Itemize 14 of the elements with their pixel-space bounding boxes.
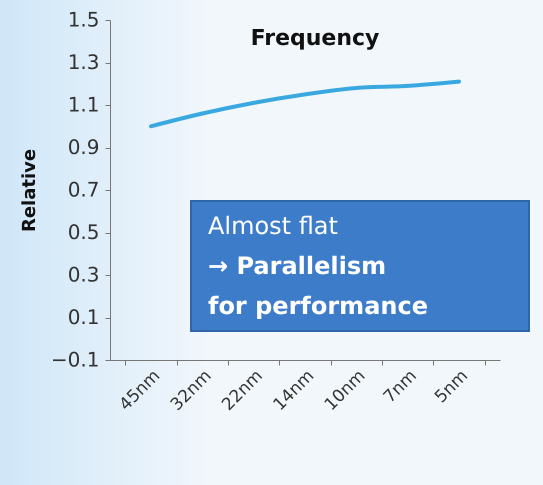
y-tick-label: 0.1 — [68, 305, 100, 329]
y-tick-label: 0.9 — [68, 135, 100, 159]
y-tick-label: −0.1 — [50, 348, 100, 372]
y-axis-title: Relative — [18, 148, 40, 232]
y-tick-label: 0.7 — [68, 178, 100, 202]
note-box: Almost flat → Parallelism for performance — [190, 200, 530, 332]
y-tick-label: 0.3 — [68, 262, 100, 286]
chart-title: Frequency — [250, 26, 380, 51]
line-series — [149, 80, 461, 128]
y-tick-label: 0.5 — [68, 220, 100, 244]
y-tick-label: 1.3 — [68, 50, 100, 74]
annotation: Almost flat → Parallelism for performance — [208, 211, 429, 322]
y-tick-label: 1.5 — [68, 8, 100, 32]
y-tick-label: 1.1 — [68, 92, 100, 116]
